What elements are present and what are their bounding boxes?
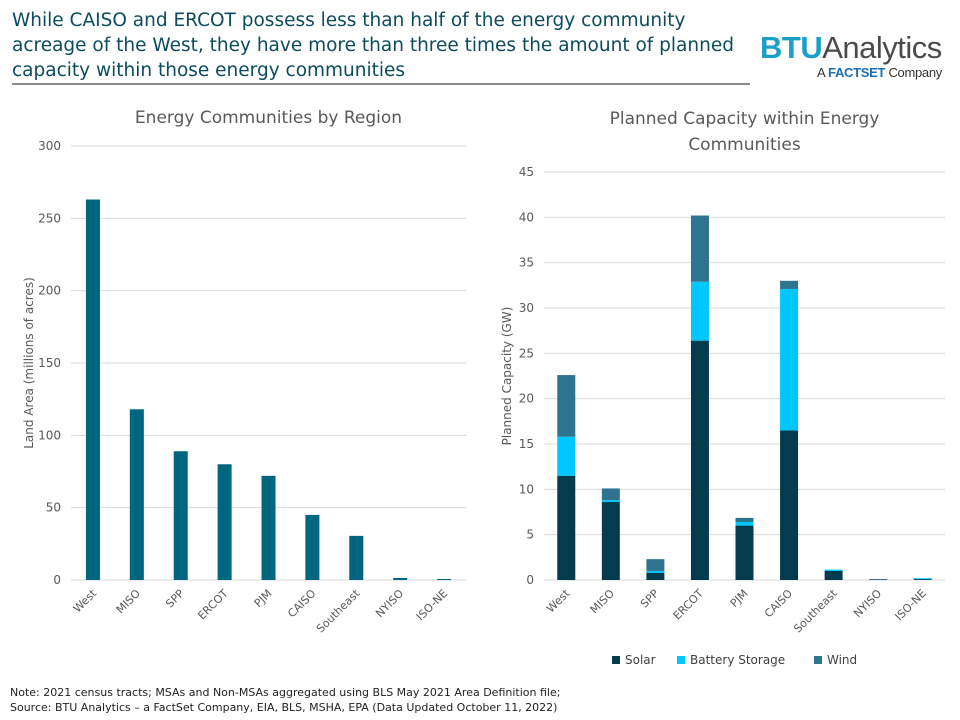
logo-tagline-pre: A [817,65,829,80]
bar-solar [557,475,576,580]
legend-swatch [677,656,685,664]
bar-wind [735,517,754,522]
x-tick-label: SPP [638,587,662,611]
bar [217,464,232,580]
y-tick-label: 40 [519,210,534,224]
source-line: Source: BTU Analytics – a FactSet Compan… [10,701,558,714]
bar-solar [780,430,799,580]
y-axis-label: Planned Capacity (GW) [500,307,514,446]
bar [173,451,188,580]
y-tick-label: 200 [38,284,61,298]
x-tick-label: PJM [728,587,751,610]
bar-wind [557,375,576,437]
x-tick-label: ERCOT [195,587,231,623]
y-axis-label: Land Area (millions of acres) [22,277,36,449]
x-tick-label: ISO-NE [893,587,929,623]
y-tick-label: 5 [526,528,534,542]
legend-swatch [814,656,822,664]
y-tick-label: 30 [519,301,534,315]
bar-battery-storage [557,436,576,476]
x-tick-label: NYISO [373,587,406,620]
bar [393,577,408,580]
x-tick-label: Southeast [791,586,840,635]
logo-brand2: Analytics [822,30,942,65]
note-line: Note: 2021 census tracts; MSAs and Non-M… [10,686,561,699]
x-tick-label: ERCOT [671,587,707,623]
divider [12,83,750,85]
y-tick-label: 35 [519,256,534,270]
footnotes: Note: 2021 census tracts; MSAs and Non-M… [10,685,560,715]
bar [129,409,144,580]
logo-tagline-post: Company [885,65,942,80]
logo-factset: FACTSET [828,65,886,80]
chart-title: Communities [688,135,801,155]
legend-label: Solar [625,653,656,667]
bar-battery-storage [824,569,843,571]
bar-battery-storage [690,281,709,341]
x-tick-label: Southeast [314,586,363,635]
btu-analytics-logo: BTUAnalytics A FACTSET Company [760,30,950,81]
bar-solar [735,525,754,580]
y-tick-label: 10 [519,482,534,496]
y-tick-label: 0 [526,573,534,587]
y-tick-label: 150 [38,356,61,370]
bar-wind [646,559,665,571]
bar [85,199,100,580]
y-tick-label: 0 [53,573,61,587]
bar-solar [690,340,709,580]
bar-battery-storage [735,521,754,526]
legend-label: Battery Storage [690,653,785,667]
x-tick-label: PJM [252,587,275,610]
legend-label: Wind [827,653,857,667]
y-tick-label: 45 [519,165,534,179]
bar-solar [601,502,620,580]
bar-battery-storage [646,570,665,573]
x-tick-label: West [71,586,100,615]
x-tick-label: NYISO [851,587,884,620]
bar-solar [646,572,665,580]
y-tick-label: 25 [519,346,534,360]
y-tick-label: 20 [519,392,534,406]
bar-solar [913,579,932,580]
bar-wind [690,215,709,282]
y-tick-label: 250 [38,211,61,225]
x-tick-label: West [544,586,573,615]
x-tick-label: ISO-NE [414,587,450,623]
bar [437,578,452,580]
bar-wind [601,488,620,501]
bar-battery-storage [913,578,932,580]
x-tick-label: SPP [163,587,187,611]
logo-brand: BTU [760,30,823,65]
bar-wind [780,280,799,289]
legend-swatch [612,656,620,664]
bar-battery-storage [601,500,620,503]
bar [349,535,364,580]
x-tick-label: MISO [588,587,617,616]
bar-solar [824,570,843,580]
x-tick-label: CAISO [285,587,319,621]
x-tick-label: MISO [114,587,143,616]
bar [261,475,276,580]
headline: While CAISO and ERCOT possess less than … [12,10,734,81]
y-tick-label: 15 [519,437,534,451]
y-tick-label: 50 [46,501,61,515]
chart-title: Planned Capacity within Energy [610,109,880,129]
y-tick-label: 300 [38,139,61,153]
chart-title: Energy Communities by Region [135,108,402,128]
bar-battery-storage [780,288,799,431]
y-tick-label: 100 [38,428,61,442]
bar [305,514,320,580]
x-tick-label: CAISO [762,587,796,621]
